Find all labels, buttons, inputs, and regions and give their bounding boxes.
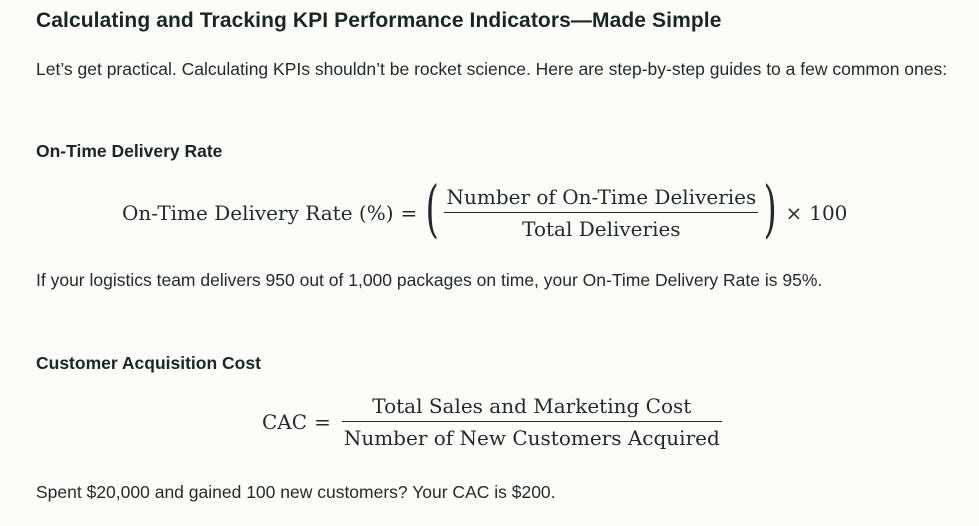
fraction-bar: [341, 421, 722, 423]
intro-paragraph: Let’s get practical. Calculating KPIs sh…: [36, 59, 948, 79]
fraction-denominator: Total Deliveries: [522, 217, 681, 242]
formula-multiplier: 100: [809, 201, 848, 225]
open-paren: (: [425, 172, 440, 245]
article-title: Calculating and Tracking KPI Performance…: [36, 9, 722, 32]
cac-example: Spent $20,000 and gained 100 new custome…: [36, 482, 556, 502]
on-time-delivery-example: If your logistics team delivers 950 out …: [36, 270, 823, 290]
equals-sign: =: [314, 410, 331, 435]
cac-formula: CAC = Total Sales and Marketing Cost Num…: [262, 394, 726, 450]
multiply-sign: ×: [785, 201, 803, 225]
fraction: Number of On-Time Deliveries Total Deliv…: [444, 184, 759, 242]
section-heading-cac: Customer Acquisition Cost: [36, 353, 261, 373]
formula-lhs: On-Time Delivery Rate (%): [122, 201, 394, 225]
fraction-denominator: Number of New Customers Acquired: [343, 426, 720, 451]
fraction-numerator: Number of On-Time Deliveries: [446, 184, 757, 209]
close-paren: ): [763, 172, 778, 245]
formula-lhs: CAC: [262, 410, 308, 435]
section-heading-on-time-delivery: On-Time Delivery Rate: [36, 141, 223, 161]
fraction: Total Sales and Marketing Cost Number of…: [341, 394, 722, 451]
fraction-bar: [444, 211, 759, 214]
fraction-numerator: Total Sales and Marketing Cost: [372, 394, 692, 418]
on-time-delivery-formula: On-Time Delivery Rate (%) = ( Number of …: [122, 178, 848, 244]
equals-sign: =: [400, 201, 418, 225]
